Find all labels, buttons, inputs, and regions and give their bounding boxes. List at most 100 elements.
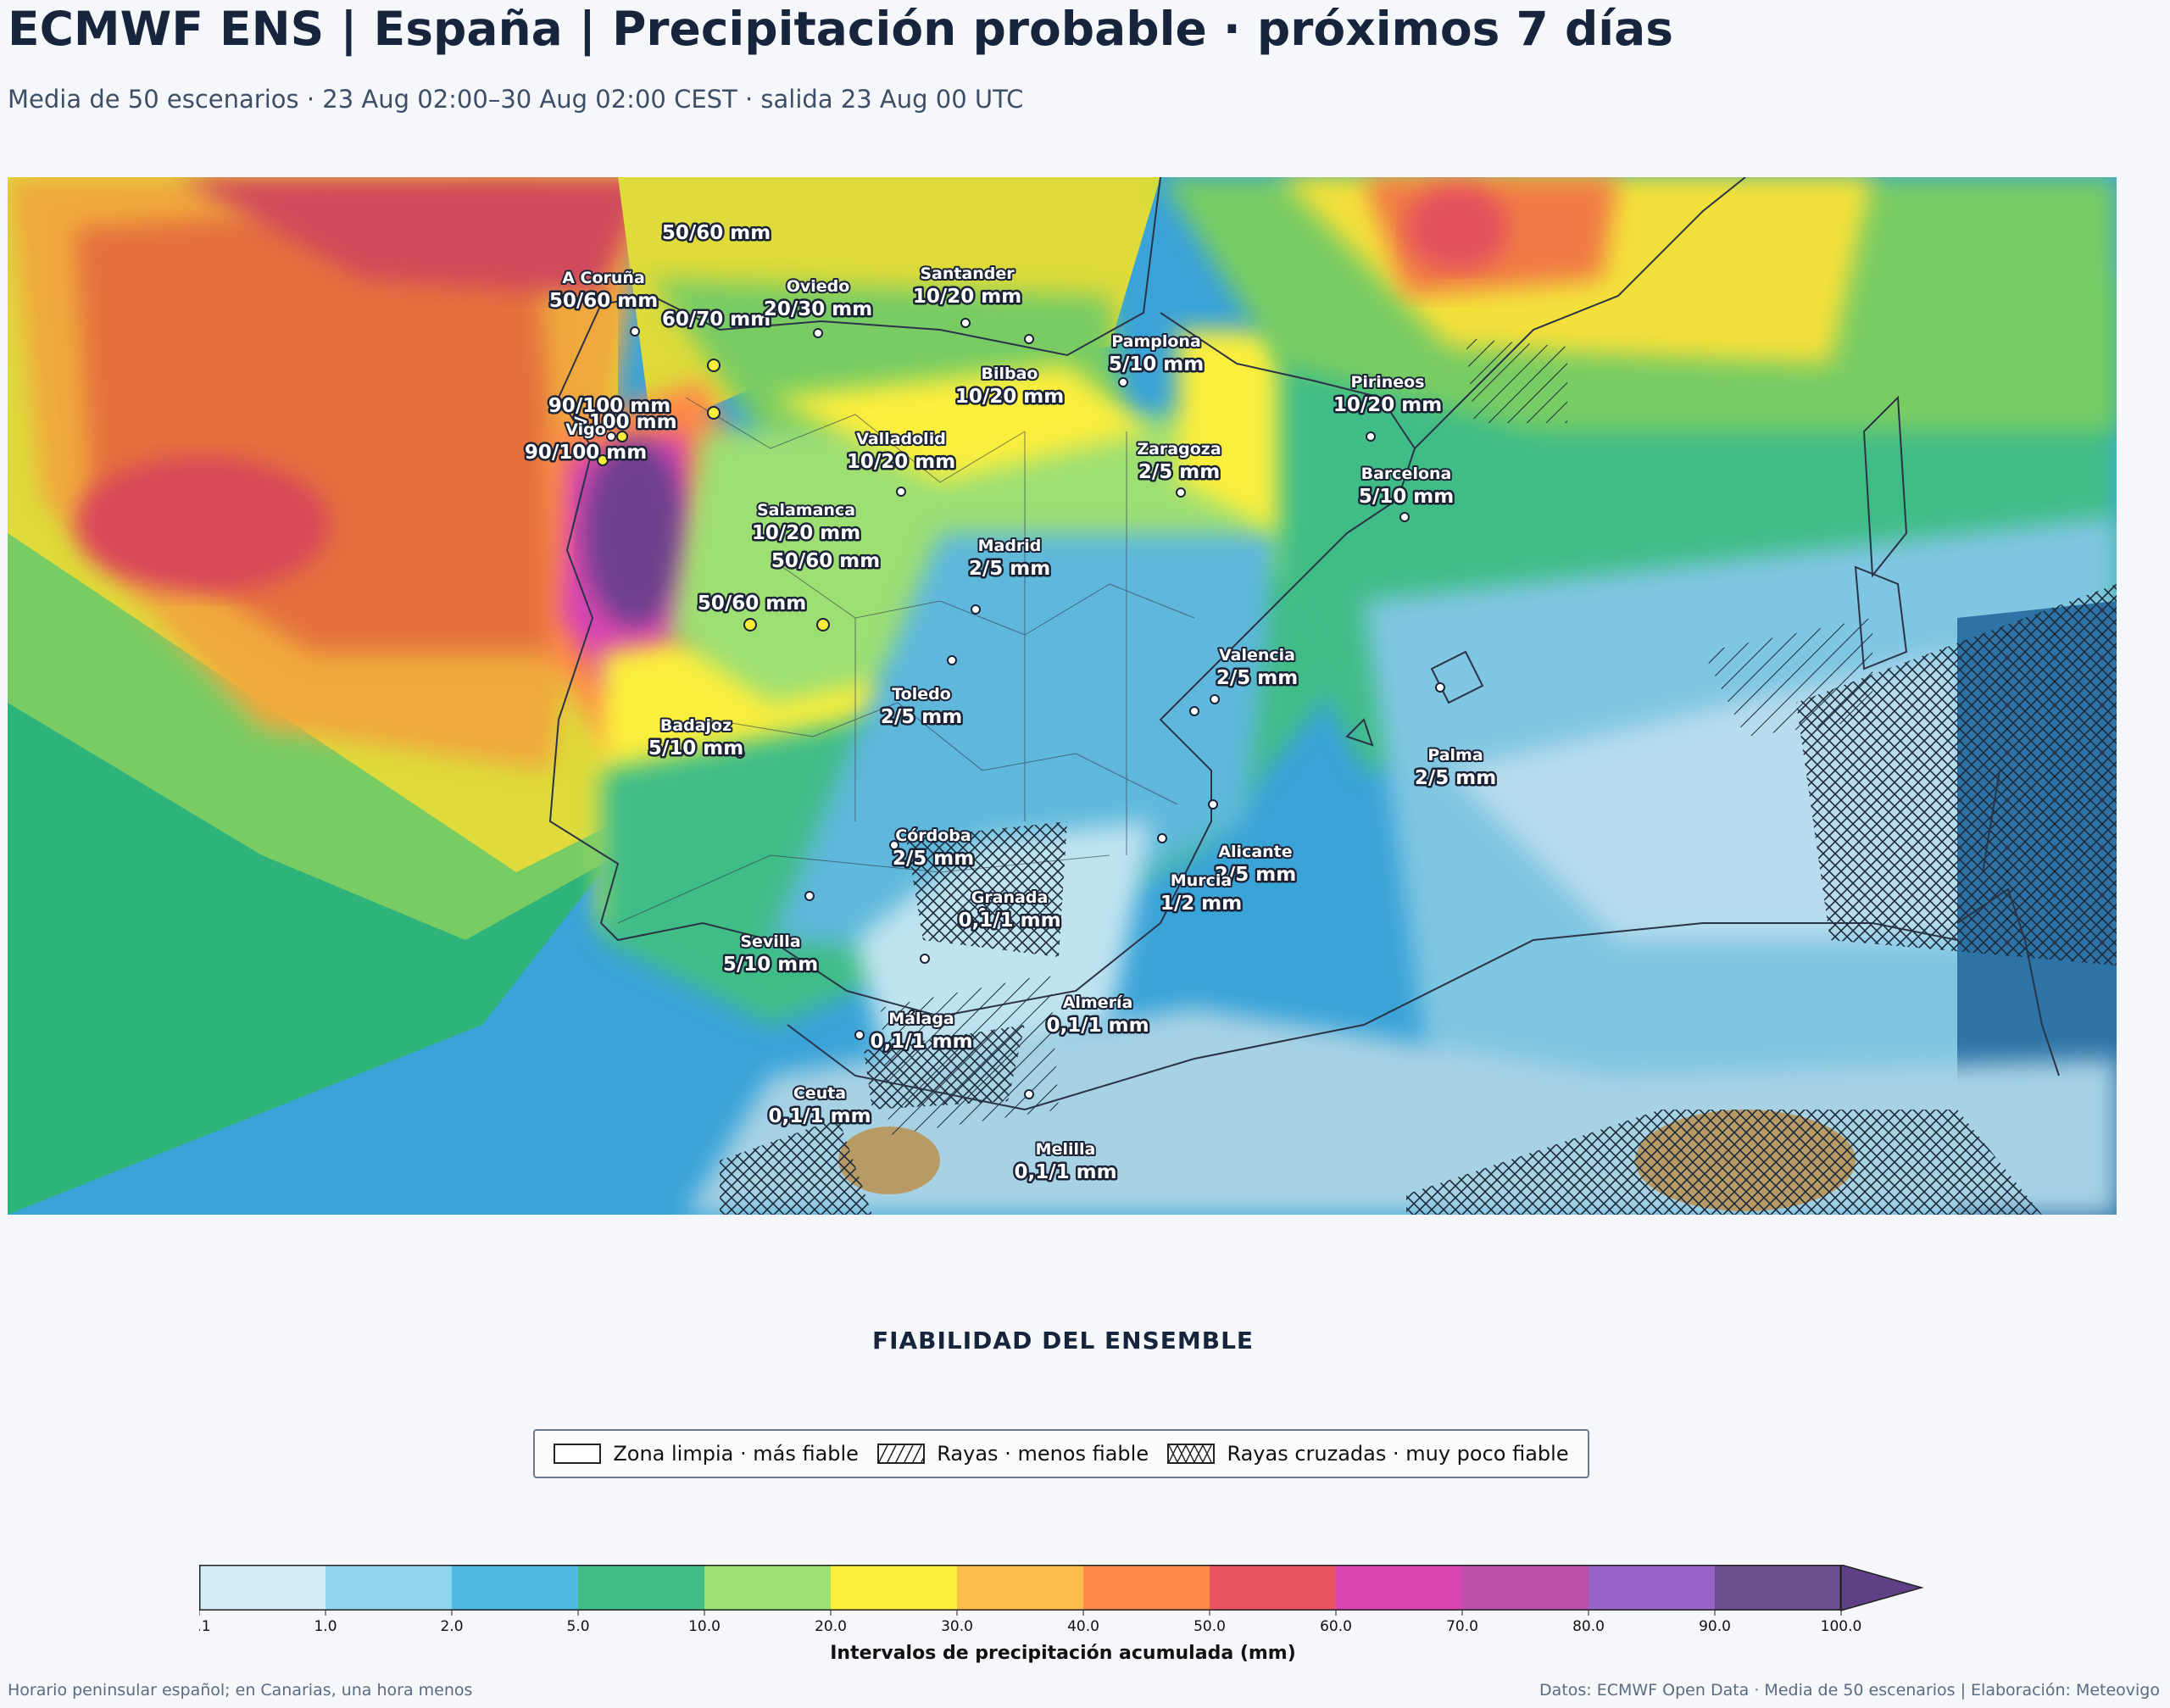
precipitation-value-label: 50/60 mm: [549, 290, 658, 312]
coastlines: [548, 177, 2060, 1111]
legend-item-hatch: Rayas · menos fiable: [877, 1442, 1149, 1466]
colorbar-label: Intervalos de precipitación acumulada (m…: [830, 1643, 1296, 1664]
reliability-hatching: [720, 338, 2117, 1215]
region-borders: [617, 397, 1195, 924]
city-name-label: Toledo: [892, 685, 951, 704]
colorbar-segment: [704, 1565, 831, 1611]
colorbar-tick-label: 80.0: [1572, 1618, 1605, 1635]
colorbar-segment: [578, 1565, 704, 1611]
colorbar-frame: [199, 1565, 1841, 1611]
colorbar-segment: [326, 1565, 452, 1611]
city-name-label: Santander: [920, 264, 1015, 283]
legend-label-crosshatch: Rayas cruzadas · muy poco fiable: [1227, 1442, 1569, 1466]
precipitation-value-label: 90/100 mm: [525, 442, 647, 464]
reliability-legend: Zona limpia · más fiable Rayas · menos f…: [533, 1429, 1589, 1478]
colorbar-tick-label: 70.0: [1446, 1618, 1478, 1635]
legend-label-clean: Zona limpia · más fiable: [613, 1442, 859, 1466]
city-name-label: Ceuta: [793, 1084, 846, 1103]
city-markers: [606, 318, 1445, 1099]
legend-label-hatch: Rayas · menos fiable: [937, 1442, 1149, 1466]
city-name-label: Oviedo: [787, 277, 850, 296]
hatch-swatch-icon: [877, 1444, 926, 1464]
extreme-markers: [597, 359, 830, 631]
legend-item-clean: Zona limpia · más fiable: [554, 1442, 859, 1466]
colorbar-tick-label: 60.0: [1320, 1618, 1352, 1635]
city-name-label: Pirineos: [1350, 373, 1424, 392]
colorbar-tick-label: 90.0: [1699, 1618, 1731, 1635]
city-name-label: Bilbao: [982, 364, 1038, 383]
footer-note: Horario peninsular español; en Canarias,…: [8, 1681, 473, 1700]
precipitation-value-label: 2/5 mm: [881, 706, 962, 728]
city-name-label: Málaga: [888, 1010, 954, 1028]
colorbar-tick-label: 100.0: [1821, 1618, 1862, 1635]
legend-item-crosshatch: Rayas cruzadas · muy poco fiable: [1167, 1442, 1569, 1466]
precipitation-value-label: 0,1/1 mm: [1046, 1015, 1149, 1037]
precipitation-value-label: 2/5 mm: [1215, 864, 1296, 886]
precipitation-value-label: 10/20 mm: [1333, 394, 1442, 416]
colorbar-extend-arrow: [1840, 1564, 1924, 1611]
city-name-label: Barcelona: [1361, 465, 1452, 483]
precipitation-value-label: 5/10 mm: [648, 737, 743, 759]
city-name-label: Alicante: [1218, 843, 1292, 861]
crosshatch-swatch-icon: [1167, 1444, 1216, 1464]
colorbar-segment: [1462, 1565, 1589, 1611]
precipitation-value-label: 5/10 mm: [1359, 486, 1454, 508]
colorbar-segment: [831, 1565, 957, 1611]
reliability-title: FIABILIDAD DEL ENSEMBLE: [871, 1327, 1255, 1355]
city-name-label: Salamanca: [757, 501, 855, 520]
colorbar-tick-label: 20.0: [815, 1618, 847, 1635]
precipitation-value-label: 0,1/1 mm: [870, 1031, 972, 1053]
colorbar-segment: [452, 1565, 578, 1611]
precipitation-value-label: 5/10 mm: [1109, 353, 1204, 376]
colorbar-tick-label: 5.0: [566, 1618, 589, 1635]
precipitation-value-label: 90/100 mm: [548, 395, 670, 417]
colorbar-segment: [957, 1565, 1083, 1611]
colorbar-segment: [1715, 1565, 1841, 1611]
precipitation-value-label: >100 mm: [572, 411, 676, 433]
city-name-label: Valladolid: [856, 430, 946, 448]
city-name-label: Murcia: [1171, 871, 1232, 890]
precipitation-value-label: 2/5 mm: [969, 558, 1050, 580]
precipitation-value-label: 0,1/1 mm: [768, 1105, 871, 1127]
colorbar-segment: [199, 1565, 326, 1611]
city-name-label: Palma: [1427, 746, 1483, 765]
city-name-label: A Coruña: [562, 269, 645, 287]
precipitation-value-label: 10/20 mm: [752, 522, 860, 544]
city-name-label: Pamplona: [1111, 332, 1201, 351]
precipitation-value-label: 50/60 mm: [771, 550, 880, 572]
clean-swatch-icon: [554, 1444, 602, 1464]
precipitation-value-label: 0,1/1 mm: [1014, 1161, 1116, 1183]
city-name-label: Almería: [1063, 993, 1133, 1012]
colorbar-segment: [1589, 1565, 1715, 1611]
precipitation-value-label: 2/5 mm: [1138, 461, 1220, 483]
precipitation-value-label: 50/60 mm: [698, 593, 806, 615]
precipitation-map[interactable]: 50/60 mm A Coruña 50/60 mm 60/70 mm Oviedo 20…: [8, 177, 2117, 1215]
colorbar-tick-label: 10.0: [688, 1618, 721, 1635]
precipitation-value-label: 5/10 mm: [723, 954, 818, 976]
precipitation-value-label: 10/20 mm: [913, 286, 1021, 308]
precipitation-value-label: 0,1/1 mm: [958, 910, 1060, 932]
city-name-label: Zaragoza: [1137, 440, 1221, 459]
colorbar-tick-label: 50.0: [1194, 1618, 1226, 1635]
city-name-label: Melilla: [1036, 1140, 1096, 1159]
precipitation-value-label: 20/30 mm: [764, 298, 872, 320]
footer-credits: Datos: ECMWF Open Data · Media de 50 esc…: [1539, 1681, 2160, 1700]
precipitation-value-label: 10/20 mm: [847, 451, 955, 473]
city-name-label: Granada: [971, 888, 1049, 907]
precipitation-value-label: 50/60 mm: [662, 222, 771, 244]
colorbar-tick-label: 0.1: [199, 1618, 211, 1635]
precipitation-value-label: 60/70 mm: [662, 309, 771, 331]
page-subtitle: Media de 50 escenarios · 23 Aug 02:00–30…: [8, 85, 1024, 114]
colorbar-segment: [1083, 1565, 1210, 1611]
precipitation-value-label: 2/5 mm: [1415, 767, 1496, 789]
page-title: ECMWF ENS | España | Precipitación proba…: [8, 2, 1674, 56]
precipitation-value-label: 2/5 mm: [893, 848, 974, 870]
city-name-label: Córdoba: [895, 826, 971, 845]
colorbar-tick-label: 2.0: [440, 1618, 463, 1635]
colorbar-segment: [1210, 1565, 1336, 1611]
city-name-label: Valencia: [1219, 646, 1295, 665]
city-name-label: Vigo: [565, 420, 606, 439]
precipitation-value-label: 10/20 mm: [955, 386, 1064, 408]
colorbar-tick-label: 1.0: [314, 1618, 337, 1635]
precipitation-value-label: 2/5 mm: [1216, 667, 1298, 689]
